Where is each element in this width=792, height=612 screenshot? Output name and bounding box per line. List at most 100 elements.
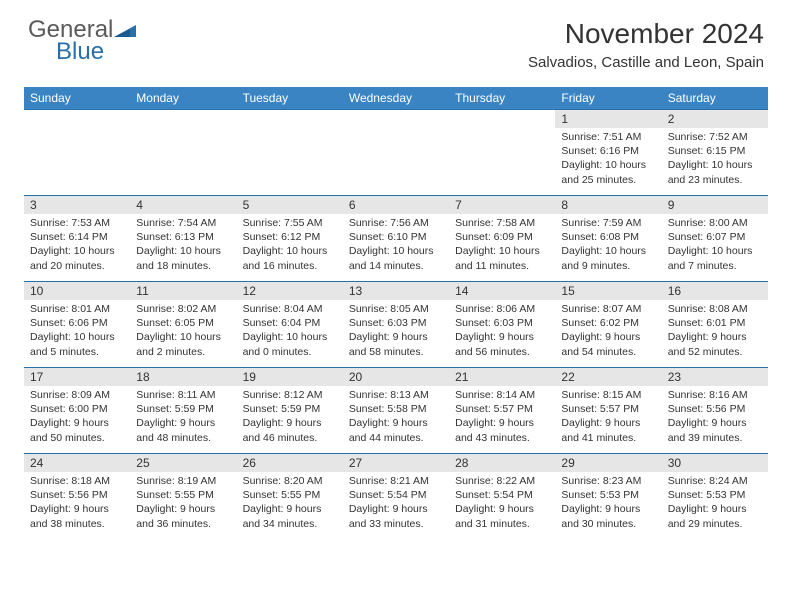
day-number: 2 xyxy=(662,110,768,128)
day-header: Tuesday xyxy=(237,87,343,110)
day-number: 4 xyxy=(130,196,236,214)
sunset-text: Sunset: 5:57 PM xyxy=(455,402,549,416)
day-data: Sunrise: 8:20 AMSunset: 5:55 PMDaylight:… xyxy=(237,472,343,533)
daylight-text: Daylight: 9 hours xyxy=(455,330,549,344)
day-data: Sunrise: 8:24 AMSunset: 5:53 PMDaylight:… xyxy=(662,472,768,533)
sunset-text: Sunset: 6:01 PM xyxy=(668,316,762,330)
day-number: 14 xyxy=(449,282,555,300)
day-data: Sunrise: 8:19 AMSunset: 5:55 PMDaylight:… xyxy=(130,472,236,533)
header: General Blue November 2024 Salvadios, Ca… xyxy=(0,0,792,79)
day-data: Sunrise: 8:14 AMSunset: 5:57 PMDaylight:… xyxy=(449,386,555,447)
sunrise-text: Sunrise: 8:12 AM xyxy=(243,388,337,402)
day-header: Monday xyxy=(130,87,236,110)
day-cell: 26Sunrise: 8:20 AMSunset: 5:55 PMDayligh… xyxy=(237,454,343,540)
daylight-text: Daylight: 9 hours xyxy=(668,502,762,516)
day-number: 11 xyxy=(130,282,236,300)
sunrise-text: Sunrise: 7:52 AM xyxy=(668,130,762,144)
daylight-text: Daylight: 9 hours xyxy=(668,416,762,430)
day-data: Sunrise: 8:06 AMSunset: 6:03 PMDaylight:… xyxy=(449,300,555,361)
daylight-text: and 56 minutes. xyxy=(455,345,549,359)
sunset-text: Sunset: 6:13 PM xyxy=(136,230,230,244)
day-cell: 7Sunrise: 7:58 AMSunset: 6:09 PMDaylight… xyxy=(449,196,555,282)
day-number: 15 xyxy=(555,282,661,300)
daylight-text: and 20 minutes. xyxy=(30,259,124,273)
day-cell: 25Sunrise: 8:19 AMSunset: 5:55 PMDayligh… xyxy=(130,454,236,540)
daylight-text: and 31 minutes. xyxy=(455,517,549,531)
day-cell: 29Sunrise: 8:23 AMSunset: 5:53 PMDayligh… xyxy=(555,454,661,540)
day-number: 16 xyxy=(662,282,768,300)
daylight-text: Daylight: 9 hours xyxy=(136,416,230,430)
sunrise-text: Sunrise: 8:01 AM xyxy=(30,302,124,316)
day-cell: 9Sunrise: 8:00 AMSunset: 6:07 PMDaylight… xyxy=(662,196,768,282)
sunset-text: Sunset: 6:15 PM xyxy=(668,144,762,158)
sunset-text: Sunset: 5:57 PM xyxy=(561,402,655,416)
day-data: Sunrise: 8:08 AMSunset: 6:01 PMDaylight:… xyxy=(662,300,768,361)
sunrise-text: Sunrise: 8:22 AM xyxy=(455,474,549,488)
day-data: Sunrise: 7:54 AMSunset: 6:13 PMDaylight:… xyxy=(130,214,236,275)
daylight-text: Daylight: 10 hours xyxy=(561,158,655,172)
day-number: 28 xyxy=(449,454,555,472)
day-number: 6 xyxy=(343,196,449,214)
sunset-text: Sunset: 6:10 PM xyxy=(349,230,443,244)
day-header-row: SundayMondayTuesdayWednesdayThursdayFrid… xyxy=(24,87,768,110)
day-data: Sunrise: 7:59 AMSunset: 6:08 PMDaylight:… xyxy=(555,214,661,275)
day-cell: 17Sunrise: 8:09 AMSunset: 6:00 PMDayligh… xyxy=(24,368,130,454)
sunset-text: Sunset: 5:53 PM xyxy=(668,488,762,502)
day-cell: 18Sunrise: 8:11 AMSunset: 5:59 PMDayligh… xyxy=(130,368,236,454)
sunrise-text: Sunrise: 8:24 AM xyxy=(668,474,762,488)
day-number: 25 xyxy=(130,454,236,472)
sunrise-text: Sunrise: 7:56 AM xyxy=(349,216,443,230)
daylight-text: Daylight: 9 hours xyxy=(136,502,230,516)
day-data: Sunrise: 7:55 AMSunset: 6:12 PMDaylight:… xyxy=(237,214,343,275)
sunrise-text: Sunrise: 8:00 AM xyxy=(668,216,762,230)
daylight-text: and 14 minutes. xyxy=(349,259,443,273)
sunrise-text: Sunrise: 8:20 AM xyxy=(243,474,337,488)
daylight-text: and 41 minutes. xyxy=(561,431,655,445)
day-cell xyxy=(24,110,130,196)
day-cell: 10Sunrise: 8:01 AMSunset: 6:06 PMDayligh… xyxy=(24,282,130,368)
day-number: 27 xyxy=(343,454,449,472)
day-number: 5 xyxy=(237,196,343,214)
day-cell: 14Sunrise: 8:06 AMSunset: 6:03 PMDayligh… xyxy=(449,282,555,368)
sunrise-text: Sunrise: 8:09 AM xyxy=(30,388,124,402)
daylight-text: Daylight: 9 hours xyxy=(30,416,124,430)
logo-word2: Blue xyxy=(56,40,136,64)
sunrise-text: Sunrise: 8:02 AM xyxy=(136,302,230,316)
daylight-text: and 36 minutes. xyxy=(136,517,230,531)
daylight-text: Daylight: 9 hours xyxy=(349,416,443,430)
day-number: 24 xyxy=(24,454,130,472)
day-header: Wednesday xyxy=(343,87,449,110)
sunset-text: Sunset: 6:14 PM xyxy=(30,230,124,244)
daylight-text: and 46 minutes. xyxy=(243,431,337,445)
day-data: Sunrise: 8:21 AMSunset: 5:54 PMDaylight:… xyxy=(343,472,449,533)
day-data: Sunrise: 7:51 AMSunset: 6:16 PMDaylight:… xyxy=(555,128,661,189)
daylight-text: and 7 minutes. xyxy=(668,259,762,273)
daylight-text: Daylight: 9 hours xyxy=(561,330,655,344)
day-cell: 20Sunrise: 8:13 AMSunset: 5:58 PMDayligh… xyxy=(343,368,449,454)
daylight-text: and 38 minutes. xyxy=(30,517,124,531)
sunset-text: Sunset: 6:00 PM xyxy=(30,402,124,416)
week-row: 17Sunrise: 8:09 AMSunset: 6:00 PMDayligh… xyxy=(24,368,768,454)
sunset-text: Sunset: 6:09 PM xyxy=(455,230,549,244)
daylight-text: and 30 minutes. xyxy=(561,517,655,531)
sunset-text: Sunset: 5:56 PM xyxy=(30,488,124,502)
day-data: Sunrise: 8:00 AMSunset: 6:07 PMDaylight:… xyxy=(662,214,768,275)
sunrise-text: Sunrise: 8:04 AM xyxy=(243,302,337,316)
daylight-text: Daylight: 10 hours xyxy=(136,244,230,258)
day-cell xyxy=(130,110,236,196)
day-data: Sunrise: 8:09 AMSunset: 6:00 PMDaylight:… xyxy=(24,386,130,447)
day-data: Sunrise: 8:15 AMSunset: 5:57 PMDaylight:… xyxy=(555,386,661,447)
daylight-text: Daylight: 10 hours xyxy=(30,244,124,258)
daylight-text: and 23 minutes. xyxy=(668,173,762,187)
day-number: 30 xyxy=(662,454,768,472)
sunset-text: Sunset: 6:06 PM xyxy=(30,316,124,330)
day-number: 22 xyxy=(555,368,661,386)
daylight-text: Daylight: 10 hours xyxy=(668,244,762,258)
daylight-text: Daylight: 9 hours xyxy=(243,416,337,430)
sunset-text: Sunset: 6:03 PM xyxy=(455,316,549,330)
sunset-text: Sunset: 6:16 PM xyxy=(561,144,655,158)
sunrise-text: Sunrise: 7:51 AM xyxy=(561,130,655,144)
day-cell xyxy=(237,110,343,196)
daylight-text: Daylight: 10 hours xyxy=(561,244,655,258)
logo: General Blue xyxy=(28,18,136,64)
